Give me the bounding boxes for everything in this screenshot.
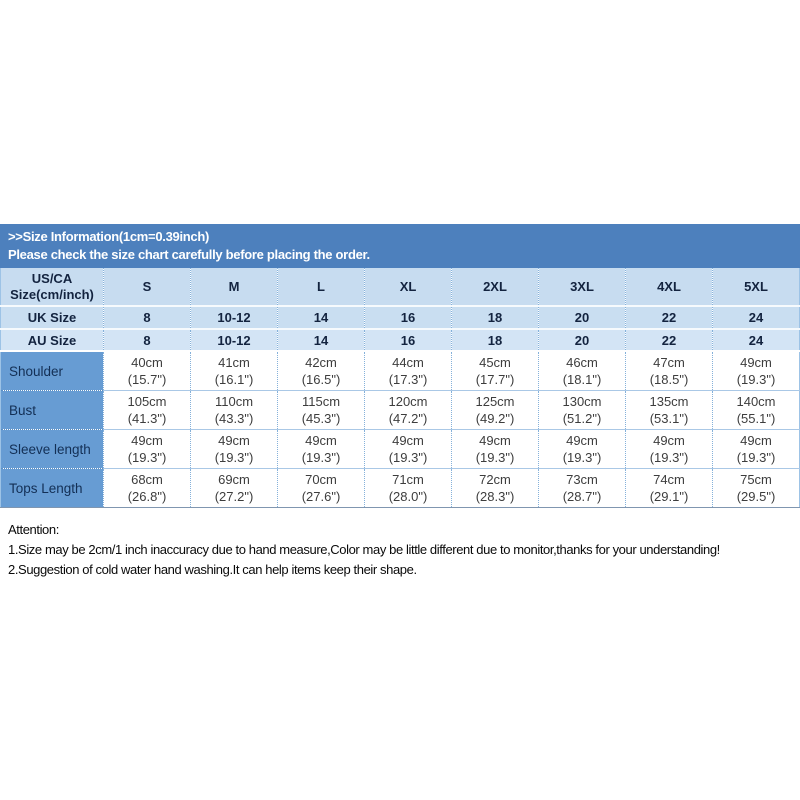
measure-cell: 44cm (17.3") — [364, 351, 452, 391]
au-size-row: AU Size 8 10-12 14 16 18 20 22 24 — [0, 329, 800, 352]
measure-cell: 135cm (53.1") — [625, 390, 713, 430]
size-table: US/CA Size(cm/inch) S M L XL 2XL 3XL 4XL… — [0, 268, 800, 508]
measure-cell: 130cm (51.2") — [538, 390, 626, 430]
measure-cell: 110cm (43.3") — [190, 390, 278, 430]
uk-size-row: UK Size 8 10-12 14 16 18 20 22 24 — [0, 306, 800, 330]
au-size-cell: 16 — [364, 329, 452, 352]
measure-cell: 47cm (18.5") — [625, 351, 713, 391]
measure-cell: 49cm (19.3") — [712, 351, 800, 391]
measure-cell: 71cm (28.0") — [364, 468, 452, 508]
measure-cell: 69cm (27.2") — [190, 468, 278, 508]
attention-line-1: 1.Size may be 2cm/1 inch inaccuracy due … — [8, 542, 720, 557]
measure-cell: 105cm (41.3") — [103, 390, 191, 430]
measure-cell: 49cm (19.3") — [277, 429, 365, 469]
measure-cell: 75cm (29.5") — [712, 468, 800, 508]
sleeve-length-row: Sleeve length 49cm (19.3") 49cm (19.3") … — [0, 429, 800, 469]
au-size-cell: 24 — [712, 329, 800, 352]
au-size-label: AU Size — [0, 329, 104, 352]
size-header-cell: S — [103, 268, 191, 307]
au-size-cell: 14 — [277, 329, 365, 352]
tops-length-row: Tops Length 68cm (26.8") 69cm (27.2") 70… — [0, 468, 800, 508]
au-size-cell: 18 — [451, 329, 539, 352]
size-header-cell: L — [277, 268, 365, 307]
measure-cell: 49cm (19.3") — [538, 429, 626, 469]
measure-cell: 49cm (19.3") — [103, 429, 191, 469]
size-header-cell: 3XL — [538, 268, 626, 307]
measure-label: Shoulder — [0, 351, 104, 391]
attention-line-2: 2.Suggestion of cold water hand washing.… — [8, 562, 417, 577]
measure-cell: 74cm (29.1") — [625, 468, 713, 508]
au-size-cell: 10-12 — [190, 329, 278, 352]
measure-label: Sleeve length — [0, 429, 104, 469]
au-size-cell: 22 — [625, 329, 713, 352]
measure-label: Tops Length — [0, 468, 104, 508]
measure-cell: 73cm (28.7") — [538, 468, 626, 508]
measure-cell: 115cm (45.3") — [277, 390, 365, 430]
measure-cell: 42cm (16.5") — [277, 351, 365, 391]
measure-cell: 125cm (49.2") — [451, 390, 539, 430]
attention-title: Attention: — [8, 522, 59, 537]
uk-size-cell: 8 — [103, 306, 191, 330]
uk-size-cell: 16 — [364, 306, 452, 330]
uk-size-cell: 18 — [451, 306, 539, 330]
measure-cell: 45cm (17.7") — [451, 351, 539, 391]
corner-header-cell: US/CA Size(cm/inch) — [0, 268, 104, 307]
measure-cell: 49cm (19.3") — [190, 429, 278, 469]
size-header-cell: 2XL — [451, 268, 539, 307]
uk-size-cell: 22 — [625, 306, 713, 330]
banner: >>Size Information(1cm=0.39inch) Please … — [0, 224, 800, 268]
banner-title: >>Size Information(1cm=0.39inch) — [8, 229, 209, 244]
size-header-cell: 5XL — [712, 268, 800, 307]
uk-size-label: UK Size — [0, 306, 104, 330]
measure-cell: 49cm (19.3") — [451, 429, 539, 469]
size-header-row: US/CA Size(cm/inch) S M L XL 2XL 3XL 4XL… — [0, 268, 800, 307]
au-size-cell: 20 — [538, 329, 626, 352]
measure-cell: 120cm (47.2") — [364, 390, 452, 430]
measure-cell: 49cm (19.3") — [364, 429, 452, 469]
size-header-cell: M — [190, 268, 278, 307]
measure-cell: 49cm (19.3") — [712, 429, 800, 469]
size-header-cell: XL — [364, 268, 452, 307]
attention-block: Attention: 1.Size may be 2cm/1 inch inac… — [0, 520, 800, 580]
measure-cell: 40cm (15.7") — [103, 351, 191, 391]
uk-size-cell: 10-12 — [190, 306, 278, 330]
measure-cell: 72cm (28.3") — [451, 468, 539, 508]
measure-cell: 41cm (16.1") — [190, 351, 278, 391]
size-chart-sheet: >>Size Information(1cm=0.39inch) Please … — [0, 224, 800, 580]
uk-size-cell: 14 — [277, 306, 365, 330]
shoulder-row: Shoulder 40cm (15.7") 41cm (16.1") 42cm … — [0, 351, 800, 391]
measure-cell: 70cm (27.6") — [277, 468, 365, 508]
measure-cell: 68cm (26.8") — [103, 468, 191, 508]
au-size-cell: 8 — [103, 329, 191, 352]
uk-size-cell: 20 — [538, 306, 626, 330]
bust-row: Bust 105cm (41.3") 110cm (43.3") 115cm (… — [0, 390, 800, 430]
measure-cell: 49cm (19.3") — [625, 429, 713, 469]
measure-cell: 46cm (18.1") — [538, 351, 626, 391]
measure-cell: 140cm (55.1") — [712, 390, 800, 430]
measure-label: Bust — [0, 390, 104, 430]
banner-subtitle: Please check the size chart carefully be… — [8, 247, 370, 262]
size-header-cell: 4XL — [625, 268, 713, 307]
uk-size-cell: 24 — [712, 306, 800, 330]
